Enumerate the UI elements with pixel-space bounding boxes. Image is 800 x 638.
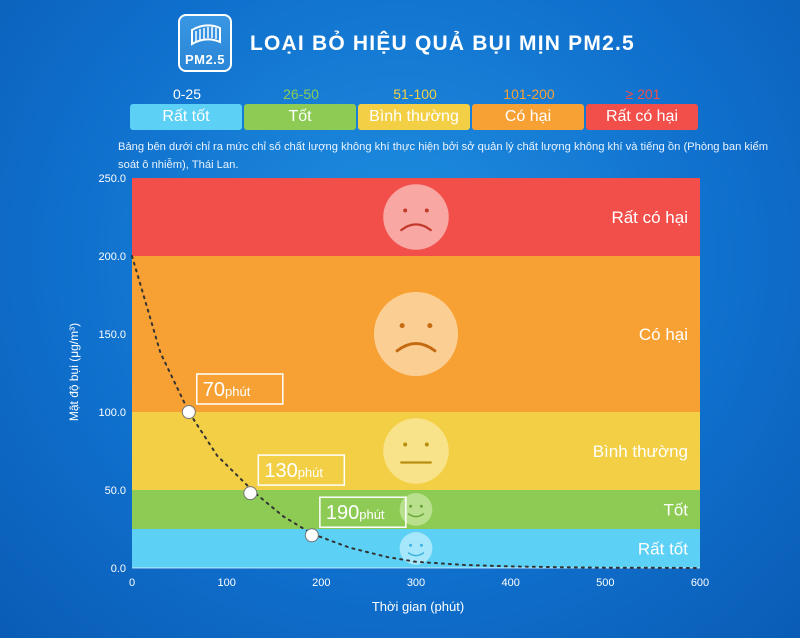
x-tick-label: 500 — [596, 577, 614, 589]
legend-item: Có hại — [472, 104, 584, 130]
x-tick-label: 100 — [217, 577, 235, 589]
face-eye — [424, 442, 429, 447]
face-eye — [399, 323, 405, 329]
face-mouth — [407, 552, 425, 557]
y-tick-label: 50.0 — [105, 485, 126, 497]
face-circle — [399, 532, 433, 565]
face-circle — [374, 292, 458, 376]
face-circle — [399, 493, 433, 526]
face-eye — [419, 543, 423, 547]
face-circle — [383, 184, 449, 250]
band-label: Rất tốt — [638, 540, 688, 559]
face-eye — [409, 504, 413, 508]
time-label-box — [319, 496, 407, 528]
x-tick-label: 0 — [129, 577, 135, 589]
legend-range: 51-100 — [393, 86, 437, 102]
legend-bar: Rất tốt Tốt Bình thường Có hại Rất có hạ… — [130, 104, 698, 130]
face-mouth — [407, 513, 425, 518]
legend-range: 101-200 — [503, 86, 555, 102]
pm25-filter-logo: PM2.5 — [178, 14, 232, 72]
y-tick-label: 0.0 — [111, 563, 126, 575]
decay-curve — [131, 255, 701, 569]
source-note: Bảng bên dưới chỉ ra mức chỉ số chất lượ… — [118, 141, 769, 171]
happy-face-icon — [399, 532, 433, 565]
face-mouth — [395, 341, 437, 353]
neutral-face-icon — [383, 418, 449, 484]
band-label: Có hại — [639, 325, 688, 344]
face-eye — [409, 543, 413, 547]
data-point — [304, 528, 319, 543]
band-label: Bình thường — [593, 442, 688, 461]
face-mouth — [400, 223, 432, 232]
filter-icon — [191, 24, 221, 46]
x-tick-label: 300 — [407, 577, 425, 589]
face-eye — [403, 442, 408, 447]
logo-label: PM2.5 — [184, 52, 226, 67]
header: PM2.5 LOẠI BỎ HIỆU QUẢ BỤI MỊN PM2.5 — [0, 10, 800, 74]
data-point — [181, 405, 196, 419]
band-label: Rất có hại — [611, 208, 688, 227]
time-label: 70phút — [203, 379, 251, 401]
x-axis-label: Thời gian (phút) — [372, 599, 464, 614]
face-eye — [419, 504, 423, 508]
y-tick-label: 200.0 — [98, 251, 126, 263]
time-label-box — [196, 373, 284, 405]
time-label: 190phút — [326, 502, 385, 524]
legend-range: 0-25 — [172, 86, 202, 102]
face-eye — [427, 323, 433, 329]
face-eye — [403, 208, 408, 213]
x-tick-label: 200 — [312, 577, 330, 589]
time-label: 130phút — [264, 460, 323, 482]
legend-item: Rất tốt — [130, 104, 242, 130]
legend-item: Rất có hại — [586, 104, 698, 130]
y-axis-label: Mật độ bụi (μg/m³) — [67, 323, 81, 421]
page-title: LOẠI BỎ HIỆU QUẢ BỤI MỊN PM2.5 — [250, 32, 635, 55]
x-tick-label: 400 — [501, 577, 519, 589]
time-label-box — [257, 454, 346, 486]
sad-face-icon — [383, 184, 449, 250]
legend-item: Tốt — [244, 104, 356, 130]
legend-item: Bình thường — [358, 104, 470, 130]
legend-range: ≥ 201 — [625, 86, 661, 102]
face-circle — [383, 418, 449, 484]
band-label: Tốt — [663, 501, 688, 520]
happy-face-icon — [399, 493, 433, 526]
y-tick-label: 250.0 — [98, 173, 126, 185]
legend-range: 26-50 — [283, 86, 319, 102]
face-eye — [424, 208, 429, 213]
legend-ranges: 0-25 26-50 51-100 101-200 ≥ 201 — [130, 86, 698, 104]
x-tick-label: 600 — [691, 577, 709, 589]
y-tick-label: 150.0 — [98, 329, 126, 341]
sad-face-icon — [374, 292, 458, 376]
data-point — [243, 486, 258, 501]
y-tick-label: 100.0 — [98, 407, 126, 419]
